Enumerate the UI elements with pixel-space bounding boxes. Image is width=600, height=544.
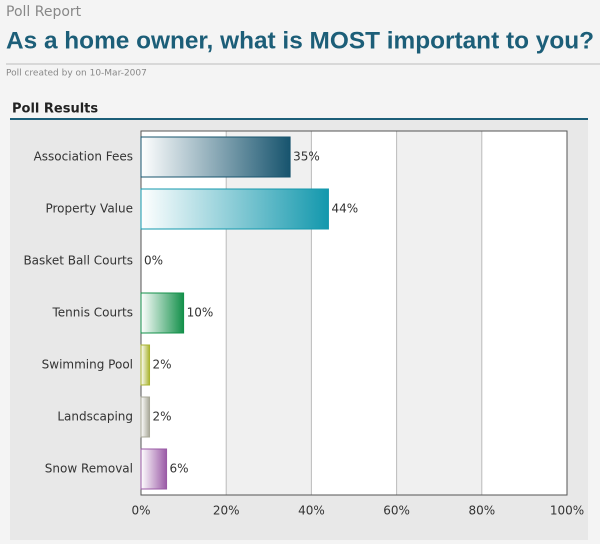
bar [140,448,168,490]
x-tick-label: 80% [468,504,495,518]
poll-meta: Poll created by on 10-Mar-2007 [6,69,147,79]
page-title: As a home owner, what is MOST important … [6,27,594,54]
value-label: 10% [187,306,214,320]
value-label: 0% [144,254,163,268]
y-tick-label: Association Fees [34,150,133,164]
bar [140,292,185,334]
section-label: Poll Report [6,4,82,20]
y-tick-label: Tennis Courts [51,306,133,320]
grid-band [226,131,312,495]
x-tick-label: 100% [550,504,584,518]
panel-title: Poll Results [12,102,98,117]
bar [140,344,151,386]
y-tick-label: Landscaping [57,410,133,424]
bar [140,136,291,178]
x-tick-label: 20% [213,504,240,518]
y-tick-label: Swimming Pool [42,358,133,372]
value-label: 6% [170,462,189,476]
y-tick-label: Basket Ball Courts [23,254,133,268]
value-label: 44% [331,202,358,216]
grid-band [396,131,482,495]
bar [140,396,151,438]
y-tick-label: Snow Removal [45,462,133,476]
value-label: 35% [293,150,320,164]
value-label: 2% [153,410,172,424]
value-label: 2% [153,358,172,372]
bar [140,188,329,230]
y-tick-label: Property Value [45,202,133,216]
x-tick-label: 40% [298,504,325,518]
x-tick-label: 60% [383,504,410,518]
x-tick-label: 0% [131,504,150,518]
